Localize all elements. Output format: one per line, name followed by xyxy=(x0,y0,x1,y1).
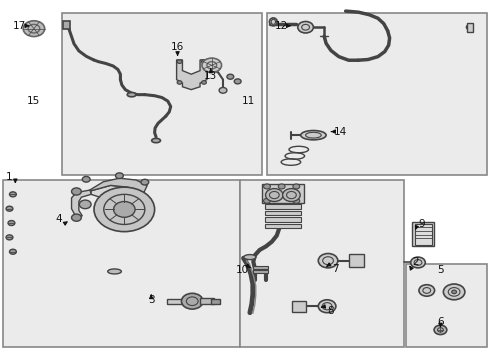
Bar xyxy=(412,222,434,246)
Bar xyxy=(253,270,268,273)
Circle shape xyxy=(201,81,206,84)
Ellipse shape xyxy=(108,269,122,274)
Text: 13: 13 xyxy=(204,71,218,81)
Circle shape xyxy=(79,200,91,209)
Circle shape xyxy=(116,173,123,179)
Circle shape xyxy=(283,189,300,202)
Ellipse shape xyxy=(301,131,326,140)
Bar xyxy=(265,204,301,209)
Circle shape xyxy=(114,202,135,217)
Bar xyxy=(167,299,185,304)
Bar xyxy=(62,13,262,175)
Bar xyxy=(63,21,70,29)
Circle shape xyxy=(82,176,90,182)
Bar xyxy=(265,217,301,222)
Bar xyxy=(253,266,268,269)
Circle shape xyxy=(201,60,206,63)
Circle shape xyxy=(264,198,270,203)
Circle shape xyxy=(177,60,182,63)
Circle shape xyxy=(6,235,13,240)
Bar xyxy=(211,299,220,304)
Circle shape xyxy=(141,179,149,185)
Circle shape xyxy=(293,184,300,189)
Polygon shape xyxy=(91,185,149,231)
Circle shape xyxy=(434,325,447,334)
Text: 16: 16 xyxy=(171,42,184,52)
Bar xyxy=(292,301,306,312)
Circle shape xyxy=(318,300,336,313)
Circle shape xyxy=(202,58,221,72)
Circle shape xyxy=(234,79,241,84)
Text: 12: 12 xyxy=(274,21,288,31)
Circle shape xyxy=(452,290,457,294)
Text: 15: 15 xyxy=(27,96,41,106)
Circle shape xyxy=(94,187,155,231)
Circle shape xyxy=(293,198,300,203)
Text: 11: 11 xyxy=(242,96,255,106)
Ellipse shape xyxy=(244,255,256,260)
Circle shape xyxy=(466,25,473,30)
Ellipse shape xyxy=(270,18,277,26)
Text: 10: 10 xyxy=(236,265,248,275)
Circle shape xyxy=(278,184,285,189)
Bar xyxy=(240,180,404,347)
Text: 5: 5 xyxy=(437,265,444,275)
Polygon shape xyxy=(89,178,147,193)
Circle shape xyxy=(9,249,16,254)
Bar xyxy=(406,264,487,347)
Bar xyxy=(265,224,301,228)
Text: 4: 4 xyxy=(55,215,62,224)
Polygon shape xyxy=(176,60,207,90)
Circle shape xyxy=(8,221,15,226)
Ellipse shape xyxy=(152,138,160,143)
Polygon shape xyxy=(72,190,91,218)
Circle shape xyxy=(266,189,283,202)
Circle shape xyxy=(219,87,227,93)
Circle shape xyxy=(72,214,81,221)
Text: 17: 17 xyxy=(13,21,26,31)
Circle shape xyxy=(443,284,465,300)
Text: 14: 14 xyxy=(334,127,347,136)
Circle shape xyxy=(9,192,16,197)
Bar xyxy=(267,13,487,175)
Bar xyxy=(349,254,364,267)
Bar xyxy=(265,211,301,215)
Circle shape xyxy=(264,184,270,189)
Text: 1: 1 xyxy=(6,172,13,182)
Circle shape xyxy=(23,21,45,37)
Text: 9: 9 xyxy=(418,219,425,229)
Text: 6: 6 xyxy=(437,317,444,327)
Circle shape xyxy=(181,293,203,309)
Ellipse shape xyxy=(127,93,136,97)
Bar xyxy=(467,23,473,32)
Circle shape xyxy=(6,206,13,211)
Circle shape xyxy=(227,74,234,79)
Bar xyxy=(262,184,304,203)
Circle shape xyxy=(177,81,182,84)
Bar xyxy=(200,298,214,305)
Circle shape xyxy=(298,22,314,33)
Text: 7: 7 xyxy=(332,264,339,274)
Circle shape xyxy=(72,188,81,195)
Text: 8: 8 xyxy=(327,306,334,316)
Text: 3: 3 xyxy=(148,295,154,305)
Bar xyxy=(3,180,240,347)
Text: 2: 2 xyxy=(413,257,419,267)
Circle shape xyxy=(318,253,338,268)
Circle shape xyxy=(419,285,435,296)
Bar xyxy=(415,224,432,244)
Circle shape xyxy=(411,257,425,268)
